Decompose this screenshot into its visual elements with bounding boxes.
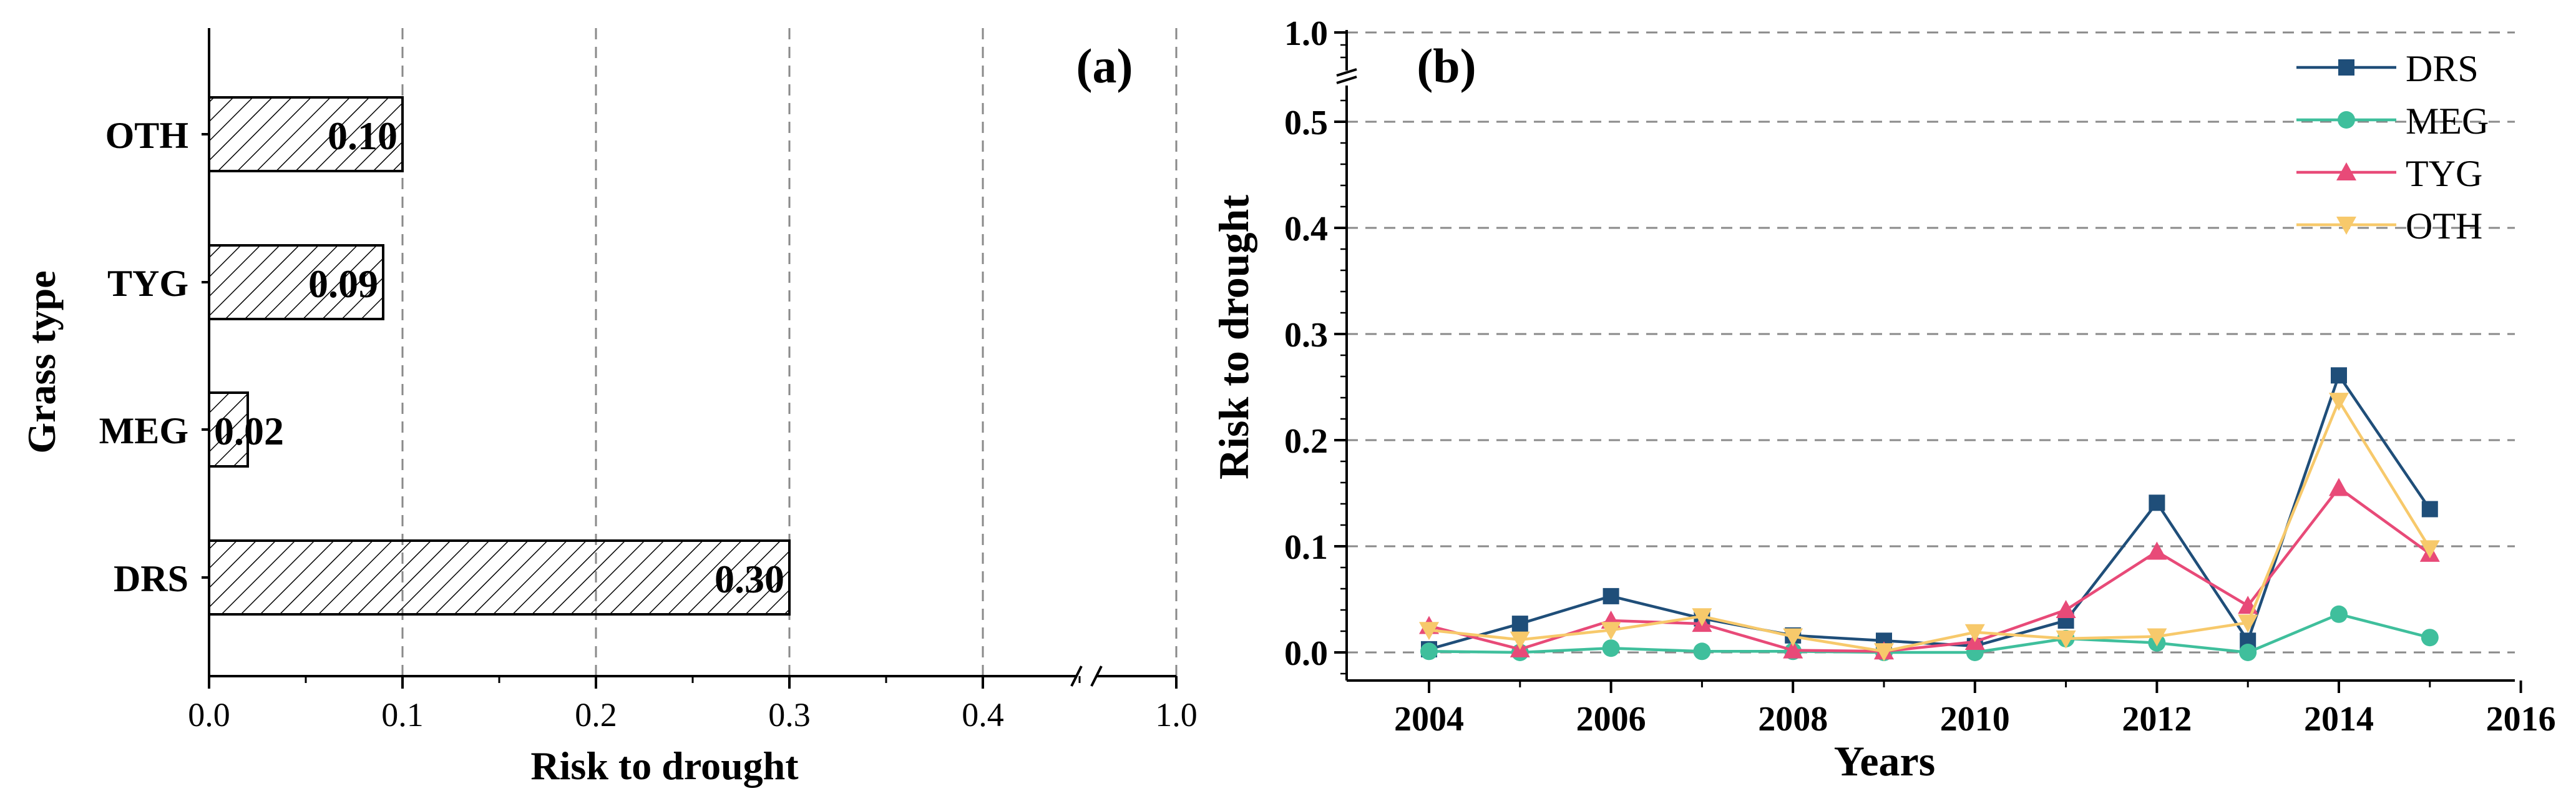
series-point-tyg <box>1783 640 1803 659</box>
series-point-drs <box>2421 501 2438 518</box>
panel-a-xtick-label: 0.1 <box>381 696 424 734</box>
panel-b-xtick-label: 2014 <box>2304 700 2374 739</box>
series-point-oth <box>1419 622 1439 641</box>
panel-b-ytick-label: 0.1 <box>1284 528 1328 567</box>
series-point-drs <box>2149 494 2165 511</box>
panel-b-xtick-label: 2006 <box>1576 700 1646 739</box>
bar-drs <box>208 539 791 616</box>
panel-a-xtick-label: 0.3 <box>768 696 811 734</box>
series-point-drs <box>1511 616 1528 632</box>
panel-b-xtick-label: 2008 <box>1758 700 1828 739</box>
panel-b-axis-break-mark <box>1336 76 1357 84</box>
panel-a-xtick-label: 1.0 <box>1155 696 1198 734</box>
series-point-drs <box>1603 587 1619 604</box>
panel-a-axis-break-mark <box>1090 666 1103 687</box>
panel-a-labels: 0.30 DRS 0.02 MEG 0.09 TYG 0.10 OTH <box>99 114 784 601</box>
series-line-tyg <box>1428 486 2431 653</box>
series-point-meg <box>2421 629 2439 647</box>
panel-b-xtick-label: 2016 <box>2486 700 2556 739</box>
panel-a-xtick-label: 0.2 <box>575 696 617 734</box>
panel-a-bar-chart: 0.0 0.1 0.2 0.3 0.4 1.0 0.30 DRS 0.02 MEG 0.09 TYG… <box>19 28 1198 788</box>
panel-a-gridlines <box>401 28 1178 676</box>
panel-a-tag: (a) <box>1076 39 1133 93</box>
panel-b-axes <box>1336 30 2515 682</box>
panel-a-ylabel: Grass type <box>19 270 64 453</box>
panel-b-tag: (b) <box>1417 39 1476 93</box>
panel-a-axes <box>208 28 1176 687</box>
legend-label-drs: DRS <box>2406 48 2479 89</box>
panel-a-ticks: 0.0 0.1 0.2 0.3 0.4 1.0 <box>188 133 1198 734</box>
panel-b-xlabel: Years <box>1834 737 1935 785</box>
series-point-oth <box>1601 622 1621 641</box>
series-point-tyg <box>2147 541 2167 560</box>
panel-b-xtick-label: 2010 <box>1940 700 2010 739</box>
series-point-oth <box>2329 393 2349 411</box>
legend-marker-meg <box>2338 111 2355 129</box>
bar-meg <box>208 391 249 468</box>
panel-a-xtick-label: 0.0 <box>188 696 230 734</box>
series-line-meg <box>1428 612 2431 654</box>
series-point-meg <box>1602 639 1620 657</box>
legend-marker-drs <box>2338 59 2354 76</box>
legend-marker-tyg <box>2336 162 2356 180</box>
panel-b-legend: DRS MEG TYG OTH <box>2296 48 2489 247</box>
panel-b-ytick-label: 0.5 <box>1284 104 1328 142</box>
series-point-oth <box>2056 630 2076 649</box>
panel-b-axis-break-mark <box>1336 68 1357 77</box>
series-point-oth <box>1692 608 1712 627</box>
category-label-drs: DRS <box>114 558 188 599</box>
bar-value-label-drs: 0.30 <box>715 557 784 601</box>
panel-b-ytick-label: 1.0 <box>1284 14 1328 53</box>
series-line-drs <box>1428 374 2431 651</box>
panel-a-xlabel: Risk to drought <box>530 744 799 788</box>
category-label-oth: OTH <box>105 115 188 156</box>
panel-a-axis-break-mark <box>1070 666 1083 687</box>
series-point-tyg <box>2329 478 2349 496</box>
series-point-drs <box>2331 367 2347 384</box>
series-point-oth <box>1783 628 1803 647</box>
bar-value-label-oth: 0.10 <box>328 114 398 158</box>
series-point-meg <box>1693 642 1711 661</box>
bar-value-label-meg: 0.02 <box>214 409 284 453</box>
series-point-tyg <box>2056 600 2076 618</box>
panel-b-gridlines <box>1347 31 2515 654</box>
series-point-meg <box>2239 644 2257 661</box>
series-point-meg <box>1420 642 1438 661</box>
panel-b-ytick-label: 0.3 <box>1284 316 1328 355</box>
series-point-oth <box>2147 628 2167 647</box>
category-label-meg: MEG <box>99 410 188 451</box>
panel-b-series <box>1419 367 2440 662</box>
panel-b-xtick-label: 2012 <box>2122 700 2192 739</box>
panel-b-ylabel: Risk to drought <box>1210 195 1257 479</box>
legend-label-tyg: TYG <box>2406 153 2482 194</box>
panel-b-ytick-label: 0.0 <box>1284 634 1328 673</box>
series-point-oth <box>2238 614 2258 633</box>
series-point-meg <box>2330 605 2348 623</box>
series-point-oth <box>1510 631 1530 650</box>
series-point-oth <box>1964 624 1985 642</box>
panel-b-ticks: 0.0 0.1 0.2 0.3 0.4 0.5 1.0 2004 2006 2008 2010 201… <box>1284 14 2556 739</box>
legend-label-meg: MEG <box>2406 101 2489 142</box>
bar-tyg <box>208 244 384 320</box>
bar-value-label-tyg: 0.09 <box>308 262 378 306</box>
panel-b-xtick-label: 2004 <box>1394 700 1464 739</box>
panel-a-xtick-label: 0.4 <box>962 696 1004 734</box>
panel-b-ytick-label: 0.4 <box>1284 210 1328 248</box>
panel-b-ytick-label: 0.2 <box>1284 422 1328 461</box>
panel-a-bars <box>208 96 791 616</box>
series-point-oth <box>1874 643 1894 662</box>
panel-b-line-chart: 0.0 0.1 0.2 0.3 0.4 0.5 1.0 2004 2006 2008 2010 201… <box>1210 14 2556 785</box>
legend-label-oth: OTH <box>2406 205 2482 247</box>
legend-marker-oth <box>2336 217 2356 235</box>
category-label-tyg: TYG <box>107 263 188 304</box>
series-point-oth <box>2419 540 2440 559</box>
series-line-oth <box>1428 399 2431 653</box>
